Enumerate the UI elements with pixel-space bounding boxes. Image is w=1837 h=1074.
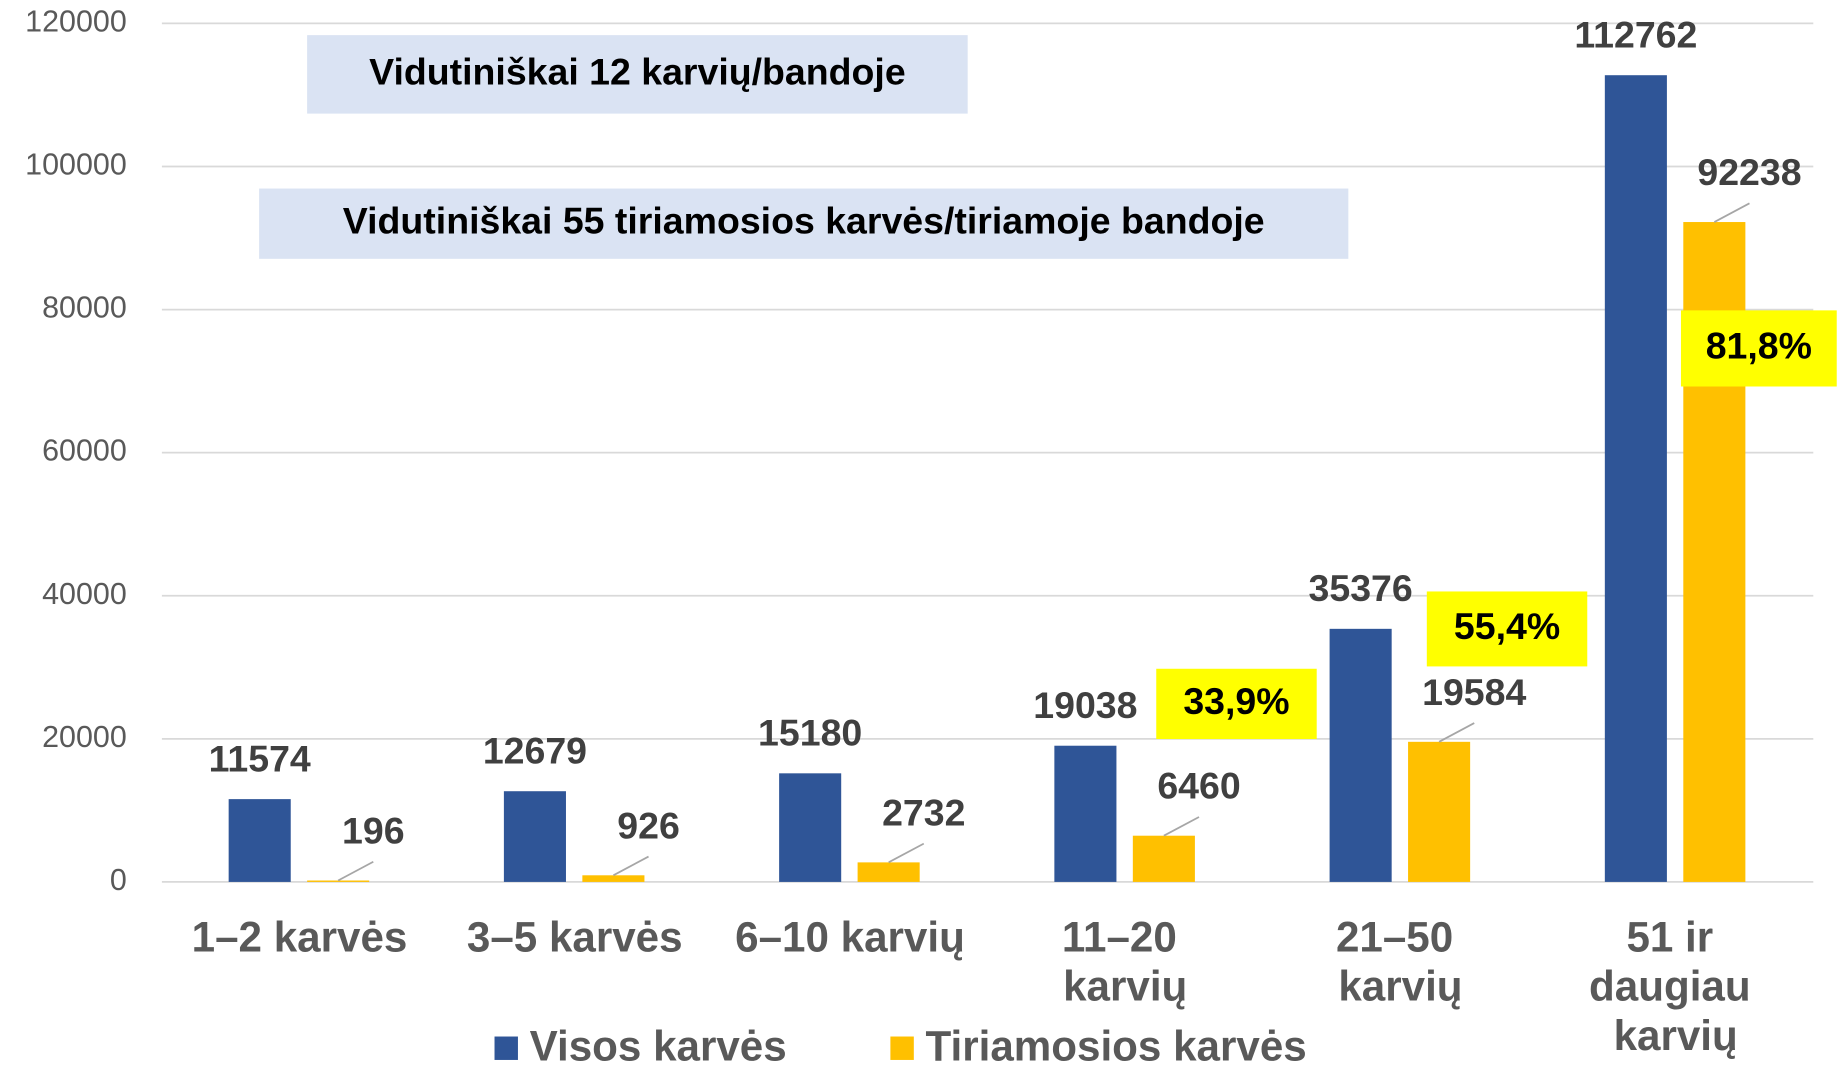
data-label: 11574 [209, 738, 311, 780]
x-tick-label: 11–20 karvių [1062, 914, 1189, 1010]
data-label: 19038 [1033, 684, 1137, 726]
leader-line [888, 842, 925, 864]
data-label: 2732 [882, 791, 965, 833]
legend-swatch [890, 1036, 914, 1060]
y-tick-label: 80000 [42, 291, 127, 325]
bar [503, 791, 566, 882]
y-tick-label: 120000 [25, 4, 127, 38]
percent-label: 55,4% [1454, 605, 1560, 647]
annotation: Vidutiniškai 12 karvių/bandoje [369, 50, 906, 92]
x-tick-label: 1–2 karvės [192, 914, 408, 961]
y-tick-label: 60000 [42, 434, 127, 468]
data-label: 112762 [1574, 14, 1697, 56]
data-label: 35376 [1309, 567, 1413, 609]
bar [779, 773, 842, 882]
bar [582, 875, 645, 882]
data-label: 15180 [758, 712, 862, 754]
y-tick-label: 20000 [42, 720, 127, 754]
data-label: 19584 [1422, 671, 1526, 713]
legend-swatch [494, 1036, 518, 1060]
percent-label: 33,9% [1183, 680, 1289, 722]
data-label: 92238 [1697, 151, 1801, 193]
y-tick-label: 100000 [25, 148, 127, 182]
percent-label: 81,8% [1706, 324, 1812, 366]
bar [1132, 835, 1195, 882]
x-tick-label: 51 ir daugiau karvių [1589, 914, 1762, 1059]
x-tick-label: 3–5 karvės [467, 914, 683, 961]
data-label: 196 [342, 810, 405, 852]
data-label: 12679 [483, 730, 587, 772]
data-label: 926 [617, 804, 680, 846]
x-tick-label: 21–50 karvių [1336, 914, 1465, 1010]
bar [307, 880, 370, 882]
leader-line [1713, 202, 1750, 223]
annotation-box [307, 35, 968, 114]
bar [1408, 741, 1471, 882]
data-label: 6460 [1157, 765, 1240, 807]
legend-label: Tiriamosios karvės [926, 1023, 1307, 1070]
bar [1604, 75, 1667, 882]
leader-line [1438, 722, 1475, 743]
annotation: Vidutiniškai 55 tiriamosios karvės/tiria… [343, 200, 1265, 242]
bar [228, 799, 291, 882]
bar [1329, 628, 1392, 882]
percent-box [1426, 591, 1588, 667]
y-tick-label: 40000 [42, 577, 127, 611]
bar [1054, 745, 1117, 882]
legend-label: Visos karvės [530, 1023, 787, 1070]
bar [857, 862, 920, 882]
leader-line [1163, 816, 1200, 837]
percent-box [1156, 668, 1317, 740]
percent-box [1680, 310, 1837, 387]
leader-line [337, 861, 374, 882]
y-tick-label: 0 [110, 863, 127, 897]
annotation-box [259, 188, 1349, 259]
leader-line [612, 855, 649, 877]
x-tick-label: 6–10 karvių [735, 914, 965, 961]
